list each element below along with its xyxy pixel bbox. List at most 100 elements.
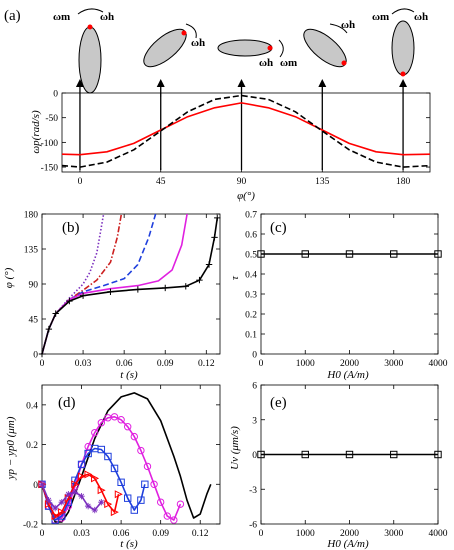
y-tick-label-d-0: -0.2 xyxy=(23,521,38,531)
data-point-d-1-9 xyxy=(97,419,106,427)
data-point-d-1-19 xyxy=(163,512,171,520)
data-point-d-2-7 xyxy=(84,449,92,458)
data-point-d-4-0 xyxy=(38,481,46,488)
data-point-b-4-11 xyxy=(211,234,218,241)
plot-d: 0 0.03 0.06 0.09 0.12-0.200.20.4 xyxy=(23,384,221,539)
data-point-d-2-16 xyxy=(141,480,149,488)
series-line-d-2 xyxy=(41,447,146,521)
rotation-arrow-1 xyxy=(77,8,104,15)
panel-d-ylabel: yp − yp0 (μm) xyxy=(5,416,17,480)
panel-a-ellipses: ωm ωh ωh ωh ωm ωh ωm ωh xyxy=(53,8,428,94)
data-point-d-1-21 xyxy=(176,500,185,508)
data-point-b-4-3 xyxy=(66,297,73,305)
y-tick-label-c-4: 0.4 xyxy=(245,271,257,281)
data-point-e-0-4 xyxy=(434,450,442,459)
data-point-e-0-3 xyxy=(390,450,398,459)
panel-e-ylabel: Uv (μm/s) xyxy=(229,426,241,470)
data-point-d-2-9 xyxy=(97,445,106,454)
data-point-b-4-4 xyxy=(79,292,87,299)
data-point-b-4-12 xyxy=(214,214,221,222)
omega-m-label-3: ωm xyxy=(280,57,297,69)
x-tick-label-a-4: 180 xyxy=(396,177,411,187)
data-point-d-1-14 xyxy=(130,432,138,441)
panel-b-ylabel: φ (°) xyxy=(3,267,15,288)
series-line-a-1 xyxy=(61,94,431,168)
data-point-d-3-10 xyxy=(104,500,113,509)
plot-b: 0 0.03 0.06 0.09 0.12 0 45 90 135 180 xyxy=(24,211,221,369)
panel-d-xlabel: t (s) xyxy=(120,538,138,550)
data-point-d-4-7 xyxy=(84,502,92,510)
data-point-d-3-6 xyxy=(77,472,86,481)
x-tick-label-b-2: 0.06 xyxy=(116,359,133,369)
panel-b-label: (b) xyxy=(62,220,80,236)
x-tick-label-b-4: 0.12 xyxy=(198,359,215,369)
data-point-b-4-0 xyxy=(38,350,46,358)
y-tick-label-b-2: 90 xyxy=(29,281,39,291)
y-tick-label-e-4: 6 xyxy=(252,382,257,392)
x-tick-label-b-1: 0.03 xyxy=(75,359,92,369)
x-tick-label-b-0: 0 xyxy=(40,359,45,369)
y-tick-label-b-3: 135 xyxy=(24,246,39,256)
axes-frame-c xyxy=(260,213,439,355)
x-tick-label-e-1: 1000 xyxy=(296,529,315,539)
y-tick-label-b-0: 0 xyxy=(33,351,38,361)
y-tick-label-c-7: 0.7 xyxy=(245,211,257,221)
data-point-d-1-18 xyxy=(156,498,165,506)
y-tick-label-c-1: 0.1 xyxy=(245,331,257,341)
data-point-d-2-11 xyxy=(110,464,119,473)
data-point-d-3-12 xyxy=(114,490,123,499)
y-tick-label-e-2: 0 xyxy=(252,451,257,461)
panel-c-label: (c) xyxy=(270,220,287,236)
data-point-d-4-5 xyxy=(71,489,79,496)
x-tick-label-e-2: 2000 xyxy=(340,529,359,539)
omega-m-label-1: ωm xyxy=(53,11,70,23)
data-point-d-2-6 xyxy=(77,460,86,469)
data-point-d-1-11 xyxy=(110,413,119,421)
data-point-d-4-8 xyxy=(91,506,98,514)
axes-frame-d xyxy=(41,384,221,525)
data-point-d-3-8 xyxy=(91,474,100,483)
particle-dot-4 xyxy=(341,60,347,66)
particle-dot-2 xyxy=(181,30,187,36)
x-tick-label-e-0: 0 xyxy=(259,529,264,539)
data-point-d-2-14 xyxy=(130,506,138,514)
particle-dot-5 xyxy=(400,71,406,77)
series-line-d-3 xyxy=(41,473,120,517)
panel-c-xlabel: H0 (A/m) xyxy=(326,369,369,381)
data-point-d-1-13 xyxy=(124,423,132,431)
x-tick-label-d-0: 0 xyxy=(40,529,45,539)
y-tick-label-e-1: -3 xyxy=(249,486,257,496)
omega-h-label-2: ωh xyxy=(191,37,205,49)
data-point-d-3-3 xyxy=(58,508,67,517)
data-point-d-1-17 xyxy=(150,480,158,488)
x-tick-label-d-4: 0.12 xyxy=(192,529,209,539)
data-point-c-0-2 xyxy=(345,250,354,258)
omega-h-label-1: ωh xyxy=(100,11,114,23)
data-point-d-3-2 xyxy=(51,512,60,521)
y-tick-label-d-3: 0.4 xyxy=(26,401,38,411)
data-point-d-1-15 xyxy=(137,446,145,455)
rotation-arrow-2 xyxy=(185,23,197,39)
data-point-b-4-2 xyxy=(52,310,59,317)
x-tick-label-a-3: 135 xyxy=(315,177,330,187)
data-point-b-4-9 xyxy=(196,276,203,284)
panel-a-ylabel: ωp(rad/s) xyxy=(30,110,42,154)
data-point-d-4-2 xyxy=(51,504,59,512)
data-point-b-4-7 xyxy=(162,284,169,292)
data-point-d-3-5 xyxy=(71,480,80,489)
x-tick-label-c-2: 2000 xyxy=(340,359,359,369)
panel-b-xlabel: t (s) xyxy=(120,369,138,381)
x-tick-label-c-0: 0 xyxy=(259,359,264,369)
x-tick-label-d-1: 0.03 xyxy=(73,529,90,539)
data-point-c-0-3 xyxy=(390,250,398,258)
particle-ellipse-3 xyxy=(217,39,273,57)
data-point-d-4-1 xyxy=(45,496,52,504)
x-tick-label-d-3: 0.09 xyxy=(152,529,169,539)
data-point-c-0-4 xyxy=(434,250,442,258)
data-point-d-4-6 xyxy=(78,493,85,500)
series-line-d-4 xyxy=(41,483,102,511)
series-line-a-0 xyxy=(61,102,431,156)
omega-h-label-5: ωh xyxy=(414,11,428,23)
data-point-b-4-10 xyxy=(205,261,213,268)
data-point-b-4-8 xyxy=(182,283,189,290)
